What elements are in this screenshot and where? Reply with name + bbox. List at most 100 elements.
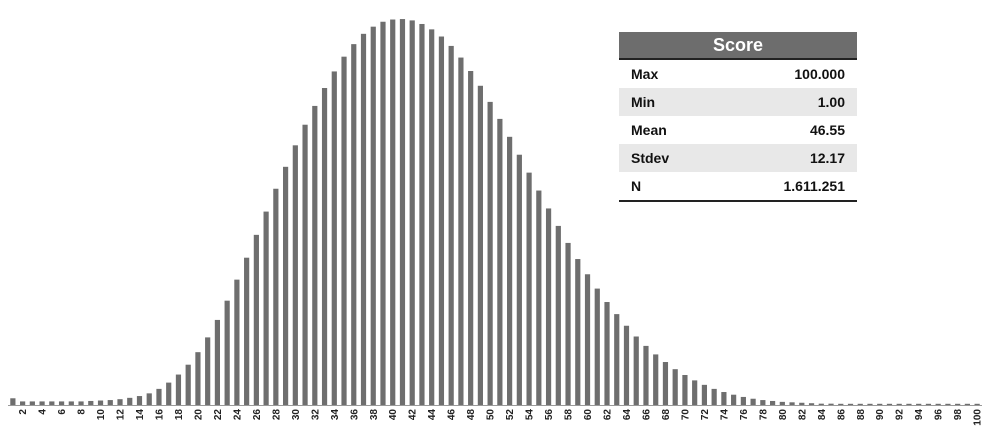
bar	[458, 57, 464, 406]
bar	[789, 402, 795, 405]
bar	[692, 380, 698, 406]
stats-value: 1.00	[719, 88, 857, 116]
bar	[321, 88, 328, 405]
x-tick-label: 72	[700, 409, 711, 421]
x-tick-label: 14	[135, 409, 146, 421]
bar	[399, 19, 406, 406]
bar	[487, 101, 493, 405]
x-tick-label: 44	[427, 409, 438, 421]
x-tick-label: 48	[466, 409, 477, 421]
stats-value: 1.611.251	[719, 172, 857, 202]
bar	[731, 394, 737, 405]
bar	[58, 401, 65, 405]
bar	[224, 300, 230, 405]
x-tick-label: 32	[310, 409, 321, 421]
bar	[906, 403, 912, 405]
stats-label: Max	[631, 66, 659, 82]
x-tick-label: 8	[77, 409, 88, 415]
bar	[107, 400, 113, 405]
bar	[88, 400, 94, 405]
bar	[438, 36, 445, 406]
bar	[292, 145, 298, 405]
bar	[507, 136, 513, 405]
stats-row-stdev: Stdev 12.17	[619, 144, 857, 172]
x-tick-label: 60	[583, 409, 594, 421]
bar	[594, 288, 600, 405]
stats-label: Mean	[631, 122, 667, 138]
x-tick-label: 100	[973, 409, 984, 426]
x-tick-label: 46	[447, 409, 458, 421]
stats-label: Stdev	[619, 144, 720, 172]
bar	[302, 124, 308, 405]
bar	[545, 208, 552, 405]
bar	[156, 388, 162, 405]
bar	[877, 403, 883, 405]
x-tick-label: 88	[856, 409, 867, 421]
x-tick-label: 34	[330, 409, 341, 421]
x-tick-label: 6	[57, 409, 68, 415]
x-tick-label: 92	[895, 409, 906, 421]
bar	[974, 403, 980, 405]
stats-row-n: N 1.611.251	[619, 172, 857, 202]
bar	[253, 234, 259, 405]
x-tick-label: 18	[174, 409, 185, 421]
stats-row-mean: Mean 46.55	[619, 116, 857, 144]
x-tick-label: 64	[622, 409, 633, 421]
bar	[68, 401, 74, 405]
bar	[886, 403, 893, 405]
bar	[838, 403, 844, 405]
x-tick-label: 56	[544, 409, 555, 421]
bar	[575, 259, 581, 405]
x-tick-label: 28	[271, 409, 282, 421]
bar	[234, 279, 240, 405]
bar	[448, 45, 454, 406]
bar	[166, 382, 172, 405]
x-tick-label: 22	[213, 409, 224, 421]
bar	[662, 362, 669, 405]
bar	[614, 314, 620, 405]
stats-value: 12.17	[719, 144, 857, 172]
x-tick-label: 40	[388, 409, 399, 421]
bar	[214, 319, 221, 405]
bar	[185, 364, 191, 405]
x-tick-label: 30	[291, 409, 302, 421]
bar	[146, 393, 152, 405]
bar	[643, 345, 649, 405]
bar	[419, 23, 425, 405]
bar	[536, 190, 542, 405]
bar	[20, 401, 26, 405]
x-tick-label: 38	[369, 409, 380, 421]
bar	[701, 384, 708, 405]
x-tick-label: 50	[486, 409, 497, 421]
bar	[127, 397, 133, 405]
bar	[360, 33, 367, 405]
x-tick-label: 42	[408, 409, 419, 421]
bar	[653, 354, 659, 405]
bar	[429, 29, 435, 406]
x-tick-label: 12	[116, 409, 127, 421]
stats-label: N	[619, 172, 720, 202]
bar	[584, 274, 591, 405]
bar	[857, 403, 863, 405]
stats-value: 46.55	[809, 122, 845, 138]
bar	[740, 396, 746, 405]
bar	[78, 401, 84, 405]
x-tick-label: 98	[953, 409, 964, 421]
x-tick-label: 66	[641, 409, 652, 421]
stats-row-min: Min 1.00	[619, 88, 857, 116]
bar	[341, 56, 347, 406]
x-tick-label: 24	[232, 409, 243, 421]
x-tick-label: 54	[525, 409, 536, 421]
stats-table-header: Score	[619, 32, 857, 60]
x-tick-label: 78	[758, 409, 769, 421]
stats-value: 100.000	[794, 66, 845, 82]
bar	[555, 225, 561, 405]
x-axis-ticks: 2 4 6 8 10 12 14 16 18 20 22 24 26 28 30 32 34 36 38 40 42 44…	[18, 409, 984, 426]
x-tick-label: 80	[778, 409, 789, 421]
bar	[896, 403, 902, 405]
x-tick-label: 96	[934, 409, 945, 421]
bar	[244, 257, 250, 405]
bar	[351, 44, 357, 405]
bar	[818, 403, 824, 405]
